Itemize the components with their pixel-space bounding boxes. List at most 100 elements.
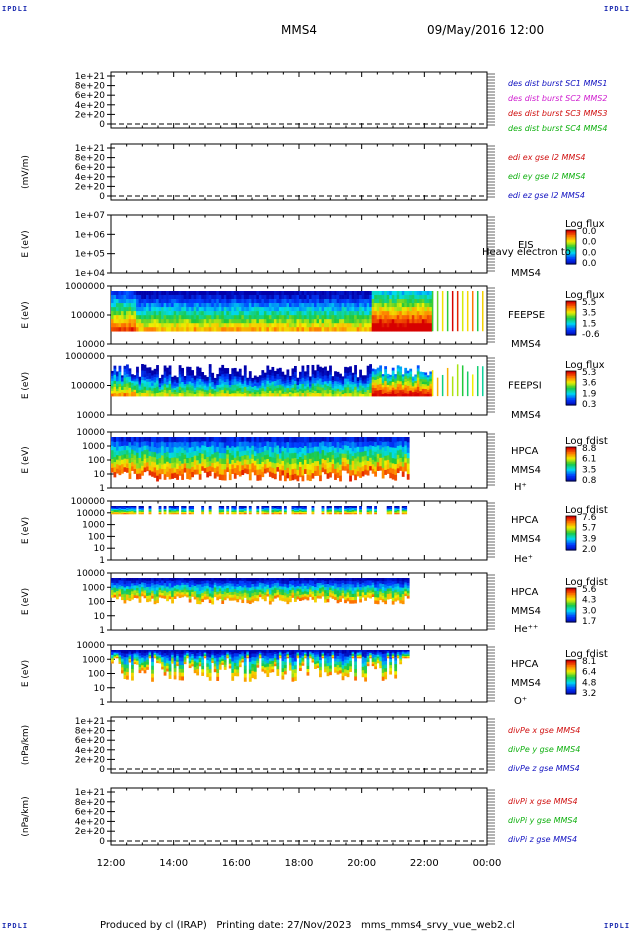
spectrum-cell xyxy=(226,323,230,328)
spectrum-cell xyxy=(283,508,287,510)
spectrum-cell xyxy=(344,513,347,515)
spectrum-cell xyxy=(341,378,345,381)
spectrum-cell xyxy=(349,510,352,512)
colorbar-swatch xyxy=(566,470,576,474)
spectrum-cell xyxy=(261,380,265,384)
spectrum-cell xyxy=(276,437,280,442)
spectrum-cell xyxy=(381,315,385,320)
spectrum-cell xyxy=(161,441,164,447)
spectrum-cell xyxy=(256,315,260,320)
spectrum-cell xyxy=(198,387,202,391)
spectrum-cell xyxy=(236,381,240,385)
overlay-label: Heavy electron to xyxy=(482,247,571,258)
spectrum-cell xyxy=(329,295,332,300)
spectrum-cell xyxy=(384,307,388,312)
spectrum-cell xyxy=(151,380,154,384)
spectrum-cell xyxy=(118,510,122,512)
spectrum-cell xyxy=(256,382,260,385)
spectrum-cell xyxy=(188,381,192,385)
spectrum-cell xyxy=(193,387,197,391)
spectrum-cell xyxy=(336,452,340,458)
spectrum-cell xyxy=(136,315,139,320)
spectrum-cell xyxy=(386,295,390,300)
spectrum-cell xyxy=(186,327,190,332)
spectrum-cell xyxy=(133,469,137,474)
spectrum-cell xyxy=(386,450,390,456)
spectrum-cell xyxy=(404,299,408,304)
spectrum-cell xyxy=(111,585,114,589)
spectrum-cell xyxy=(113,383,117,388)
spectrum-cell xyxy=(293,508,297,510)
spectrum-cell xyxy=(384,369,388,373)
colorbar-tick-label: 3.9 xyxy=(582,534,597,544)
spectrum-cell xyxy=(351,372,355,376)
spectrum-cell xyxy=(326,393,330,397)
spectrum-cell xyxy=(201,376,205,380)
spectrum-cell xyxy=(263,511,267,513)
spectrum-cell xyxy=(228,463,232,470)
spectrum-cell xyxy=(351,451,355,457)
spectrum-cell xyxy=(429,303,433,308)
spectrum-cell xyxy=(253,437,257,443)
spectrum-cell xyxy=(138,463,142,469)
spectrum-cell xyxy=(226,303,230,308)
spectrum-cell xyxy=(233,390,237,394)
spectrum-cell xyxy=(283,475,287,482)
spectrum-cell xyxy=(163,468,167,475)
spectrum-cell xyxy=(326,506,330,508)
spectrum-cell xyxy=(301,470,305,476)
spectrum-cell xyxy=(181,384,184,388)
spectrum-cell xyxy=(354,368,357,372)
spectrum-cell xyxy=(123,327,127,332)
spectrum-cell xyxy=(161,311,164,316)
spectrum-cell xyxy=(404,466,408,472)
spectrum-cell xyxy=(364,437,367,442)
spectrum-cell xyxy=(286,462,290,469)
spectrum-cell xyxy=(243,445,247,451)
spectrum-cell xyxy=(364,299,367,304)
spectrum-cell xyxy=(138,386,142,389)
spectrum-cell xyxy=(379,327,383,332)
spectrum-cell xyxy=(288,394,292,397)
colorbar-tick-label: 2.0 xyxy=(582,545,597,555)
spectrum-cell xyxy=(226,511,230,513)
spectrum-cell xyxy=(173,291,177,296)
spectrum-cell xyxy=(266,467,270,473)
spectrum-cell xyxy=(404,323,408,328)
spectrum-cell xyxy=(291,512,295,514)
spectrum-cell xyxy=(261,471,265,478)
spectrum-cell xyxy=(326,509,330,511)
spectrum-cell xyxy=(359,369,362,373)
spectrum-cell xyxy=(416,307,420,312)
colorbar-tick-label: 1.5 xyxy=(582,319,596,329)
spectrum-cell xyxy=(336,437,340,443)
spectrum-cell xyxy=(301,475,305,482)
spectrum-cell xyxy=(281,319,285,324)
spectrum-cell xyxy=(409,390,413,394)
spectrum-cell xyxy=(326,291,330,296)
spectrum-cell xyxy=(291,295,295,300)
spectrum-cell xyxy=(213,442,217,448)
spectrum-cell xyxy=(213,315,217,320)
spectrum-cell xyxy=(273,507,277,509)
spectrum-cell xyxy=(158,458,162,464)
colorbar-swatch xyxy=(566,253,576,257)
spectrum-cell xyxy=(293,507,297,509)
spectrum-cell xyxy=(118,393,122,397)
spectrum-cell xyxy=(268,372,272,376)
spectrum-cell xyxy=(293,384,297,388)
spectrum-cell xyxy=(223,311,227,316)
spectrum-cell xyxy=(113,291,117,296)
spectrum-cell xyxy=(243,506,247,508)
spectrum-cell xyxy=(263,393,267,397)
spectrum-cell xyxy=(356,327,360,332)
spectrum-cell xyxy=(276,295,280,300)
spectrum-cell xyxy=(273,299,277,304)
spectrum-cell xyxy=(331,384,335,387)
spectrum-cell xyxy=(361,385,365,389)
spectrum-cell xyxy=(271,378,275,382)
spectrum-cell xyxy=(111,510,114,512)
spectrum-cell xyxy=(126,392,129,397)
spectrum-cell xyxy=(271,462,275,468)
spectrum-cell xyxy=(251,445,255,451)
